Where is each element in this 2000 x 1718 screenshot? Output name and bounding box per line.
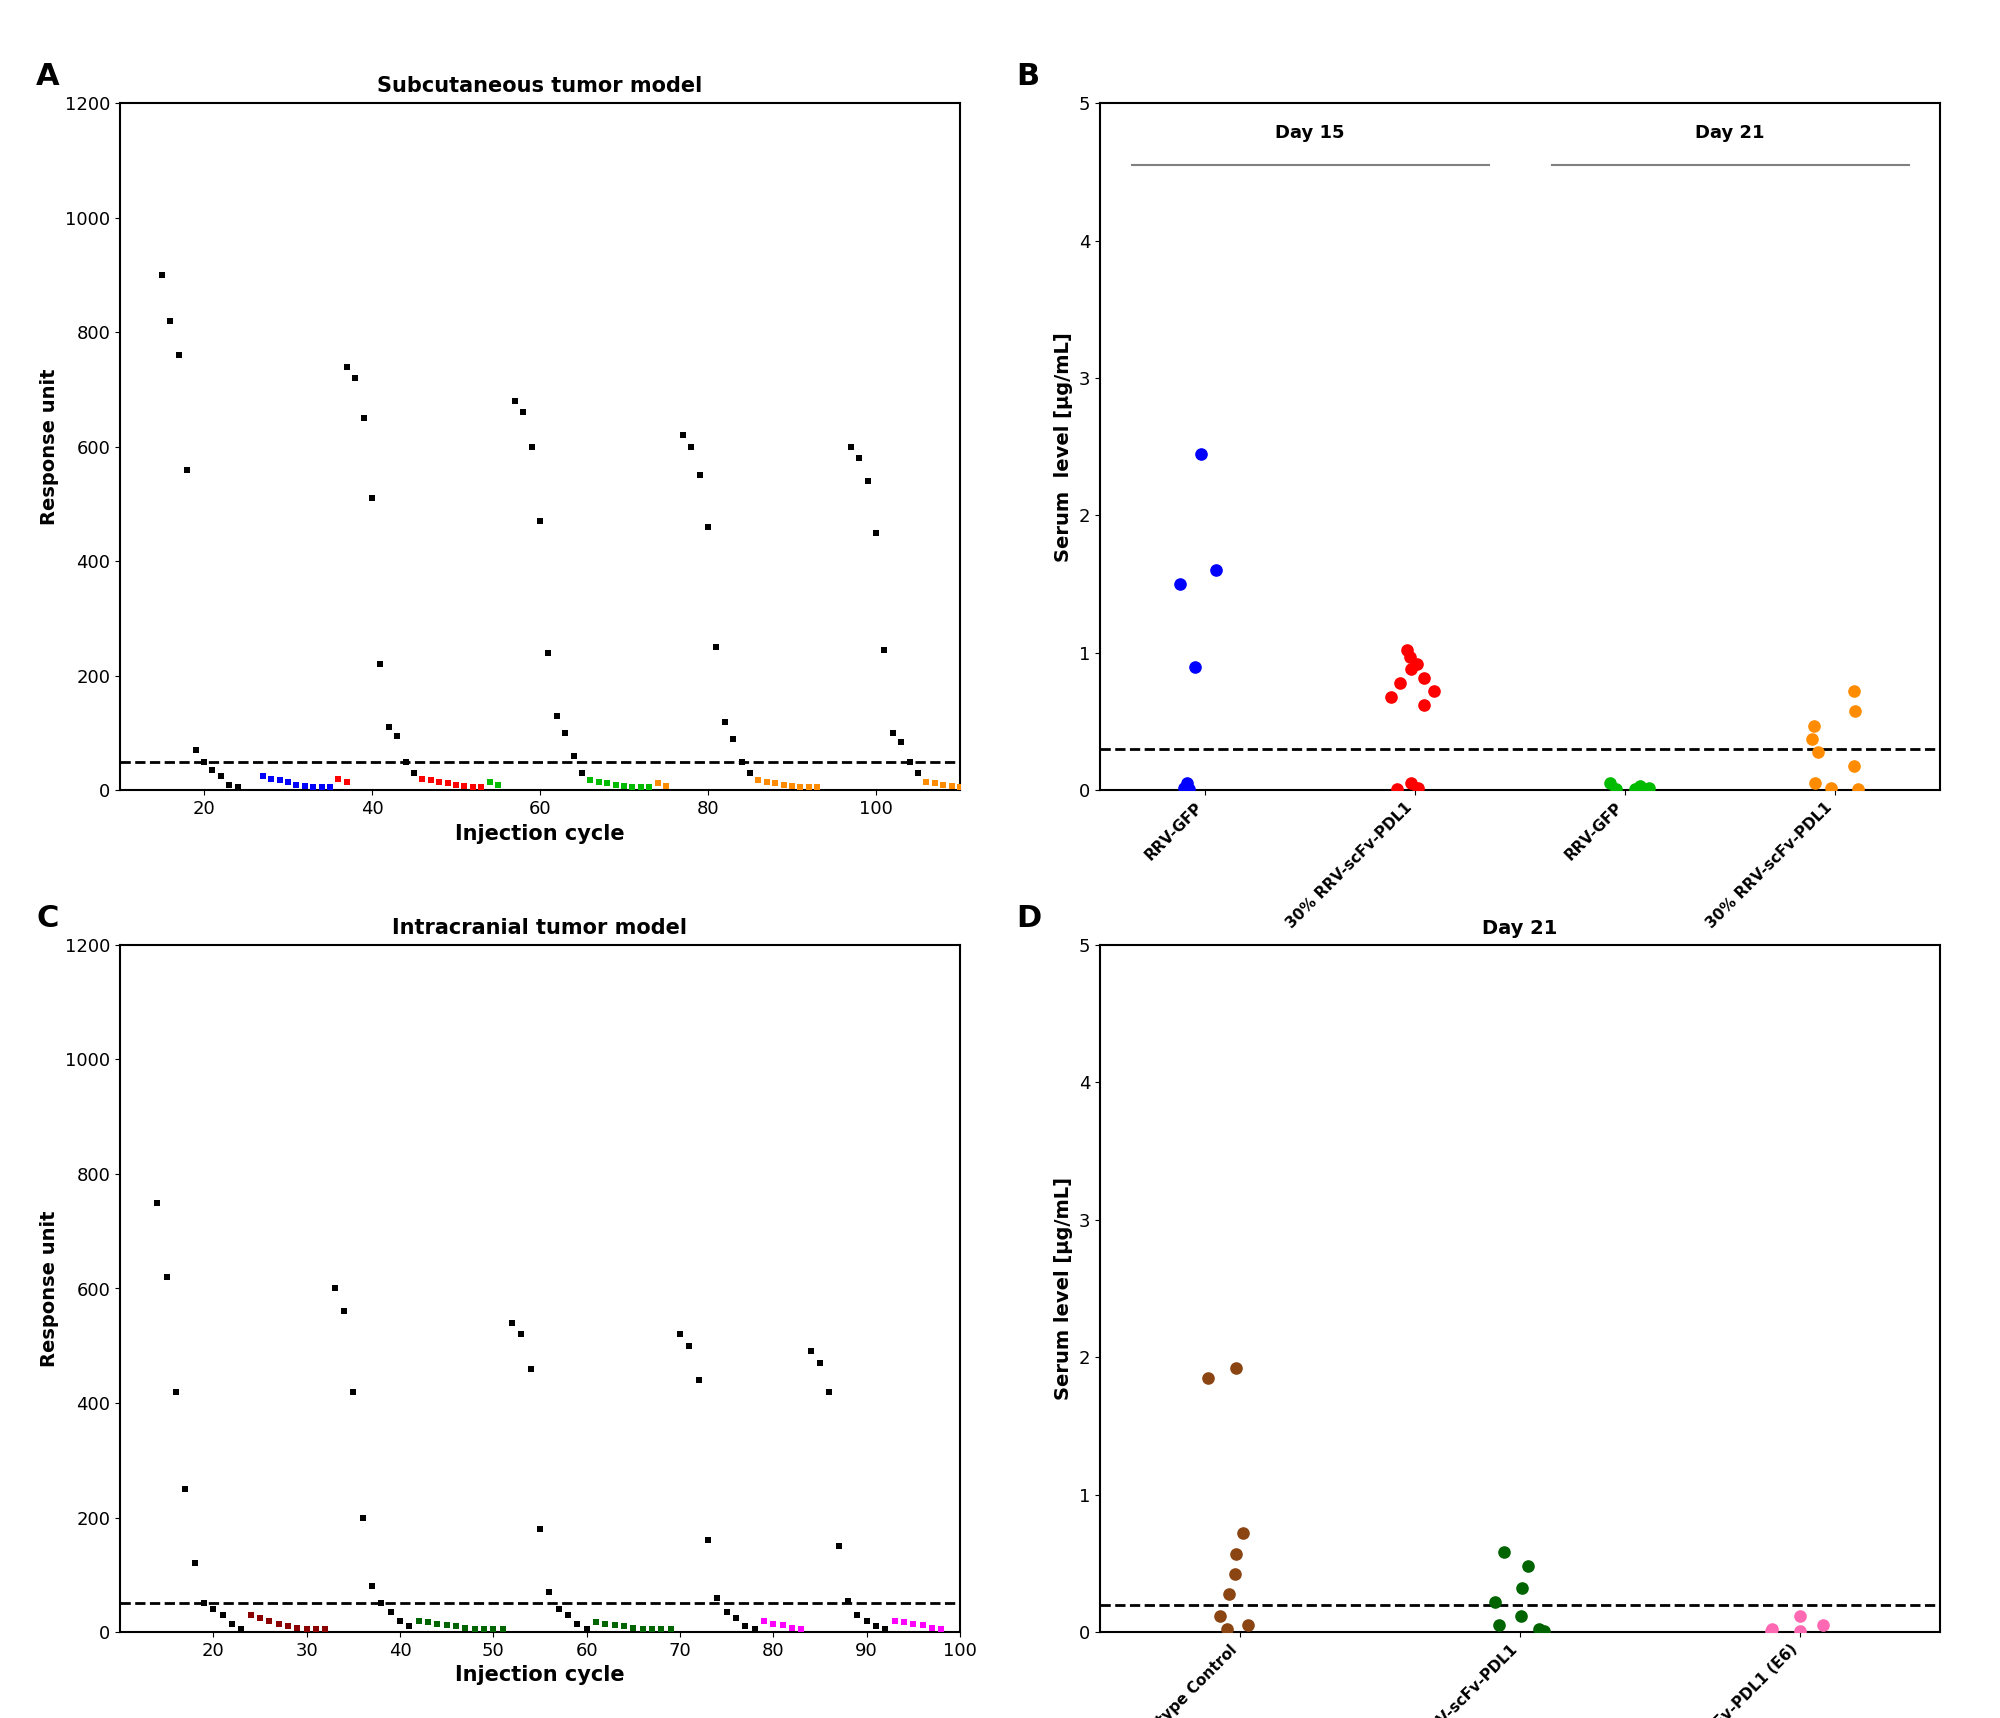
Point [1394, 770, 1426, 797]
Point [1528, 1617, 1560, 1644]
Point [1624, 773, 1656, 801]
Title: Day 21: Day 21 [1482, 919, 1558, 938]
Point [1164, 570, 1196, 598]
Point [1594, 770, 1626, 797]
Text: D: D [1016, 904, 1042, 933]
Point [1204, 1601, 1236, 1629]
Text: C: C [36, 904, 58, 933]
Point [1798, 770, 1830, 797]
Point [1796, 725, 1828, 752]
Point [1618, 775, 1650, 802]
Point [1402, 773, 1434, 801]
Text: Day 21: Day 21 [1696, 124, 1764, 141]
Point [1376, 684, 1408, 711]
Point [1174, 775, 1206, 802]
Point [1384, 670, 1416, 698]
X-axis label: Injection cycle: Injection cycle [456, 1665, 624, 1685]
Point [1394, 656, 1426, 684]
Point [1394, 643, 1426, 670]
Point [1512, 1553, 1544, 1581]
Point [1784, 1617, 1816, 1644]
Point [1632, 773, 1664, 801]
Point [1408, 663, 1440, 691]
Point [1798, 711, 1830, 739]
Point [1802, 739, 1834, 766]
Title: Intracranial tumor model: Intracranial tumor model [392, 917, 688, 938]
Point [1172, 770, 1204, 797]
Point [1488, 1539, 1520, 1567]
Text: B: B [1016, 62, 1040, 91]
Point [1210, 1615, 1242, 1642]
Title: Subcutaneous tumor model: Subcutaneous tumor model [378, 76, 702, 96]
Y-axis label: Response unit: Response unit [40, 368, 60, 526]
Point [1784, 1601, 1816, 1629]
Point [1192, 1364, 1224, 1392]
Point [1380, 775, 1412, 802]
Point [1480, 1587, 1512, 1615]
Point [1392, 636, 1424, 663]
Point [1838, 752, 1870, 780]
Point [1220, 1354, 1252, 1381]
Text: Day 15: Day 15 [1276, 124, 1344, 141]
Point [1218, 1560, 1250, 1587]
Point [1506, 1574, 1538, 1601]
Point [1838, 698, 1870, 725]
Point [1200, 557, 1232, 584]
Point [1524, 1615, 1556, 1642]
Point [1482, 1611, 1514, 1639]
Point [1756, 1615, 1788, 1642]
Point [1504, 1601, 1536, 1629]
Point [1220, 1539, 1252, 1567]
Y-axis label: Serum level [μg/mL]: Serum level [μg/mL] [1054, 1177, 1074, 1400]
Point [1408, 691, 1440, 718]
Point [1808, 1611, 1840, 1639]
Point [1842, 775, 1874, 802]
Point [1838, 677, 1870, 704]
Point [1228, 1519, 1260, 1546]
Text: A: A [36, 62, 60, 91]
Y-axis label: Response unit: Response unit [40, 1209, 60, 1368]
Point [1212, 1581, 1244, 1608]
Point [1418, 677, 1450, 704]
Point [1232, 1611, 1264, 1639]
Point [1180, 653, 1212, 680]
Point [1184, 440, 1216, 467]
Point [1816, 773, 1848, 801]
Y-axis label: Serum  level [μg/mL]: Serum level [μg/mL] [1054, 332, 1074, 562]
X-axis label: Injection cycle: Injection cycle [456, 823, 624, 844]
Point [1168, 773, 1200, 801]
Point [1754, 1618, 1786, 1646]
Point [1600, 775, 1632, 802]
Point [1400, 649, 1432, 677]
